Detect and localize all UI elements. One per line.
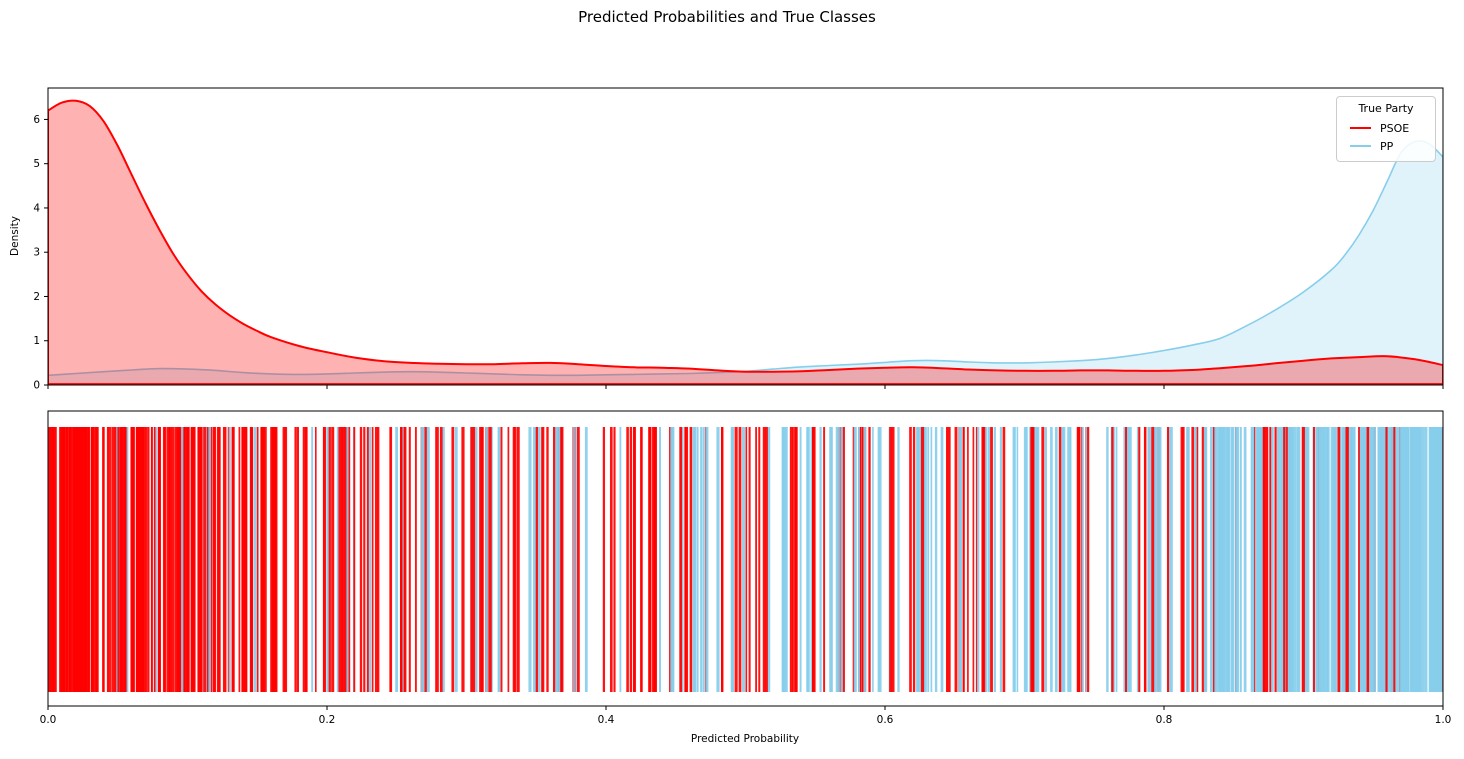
x-tick-label: 1.0 (1435, 714, 1452, 726)
rug-panel-border (47, 410, 1444, 707)
x-axis-label: Predicted Probability (690, 733, 800, 745)
legend-title: True Party (1358, 102, 1414, 115)
chart-title: Predicted Probabilities and True Classes (578, 8, 876, 26)
y-tick-label: 6 (33, 114, 40, 126)
legend-item-psoe: PSOE (1343, 119, 1429, 137)
psoe-density-curve (48, 99, 1443, 385)
x-tick-label: 0.4 (598, 714, 615, 726)
legend-label-psoe: PSOE (1380, 121, 1410, 135)
legend: True Party PSOE PP (1336, 96, 1436, 162)
x-tick-label: 0.8 (1156, 714, 1173, 726)
pp-line-swatch (1350, 145, 1371, 147)
psoe-line-swatch (1350, 127, 1371, 129)
y-tick-label: 2 (33, 291, 40, 303)
x-tick-label: 0.2 (319, 714, 336, 726)
legend-item-pp: PP (1343, 137, 1429, 155)
x-tick-label: 0.6 (877, 714, 894, 726)
y-tick-label: 1 (33, 335, 40, 347)
legend-label-pp: PP (1380, 139, 1394, 153)
x-tick-label: 0.0 (40, 714, 57, 726)
density-panel-border (47, 87, 1444, 386)
y-tick-label: 4 (33, 202, 40, 214)
rug-panel: 0.0 0.2 0.4 0.6 0.8 1.0 (40, 410, 1452, 726)
density-panel: 0 1 2 3 4 5 6 (33, 87, 1444, 392)
y-tick-label: 3 (33, 247, 40, 259)
y-tick-label: 0 (33, 380, 40, 392)
y-axis-label: Density (9, 216, 21, 256)
rug-lines (48, 427, 1443, 692)
y-tick-label: 5 (33, 158, 40, 170)
